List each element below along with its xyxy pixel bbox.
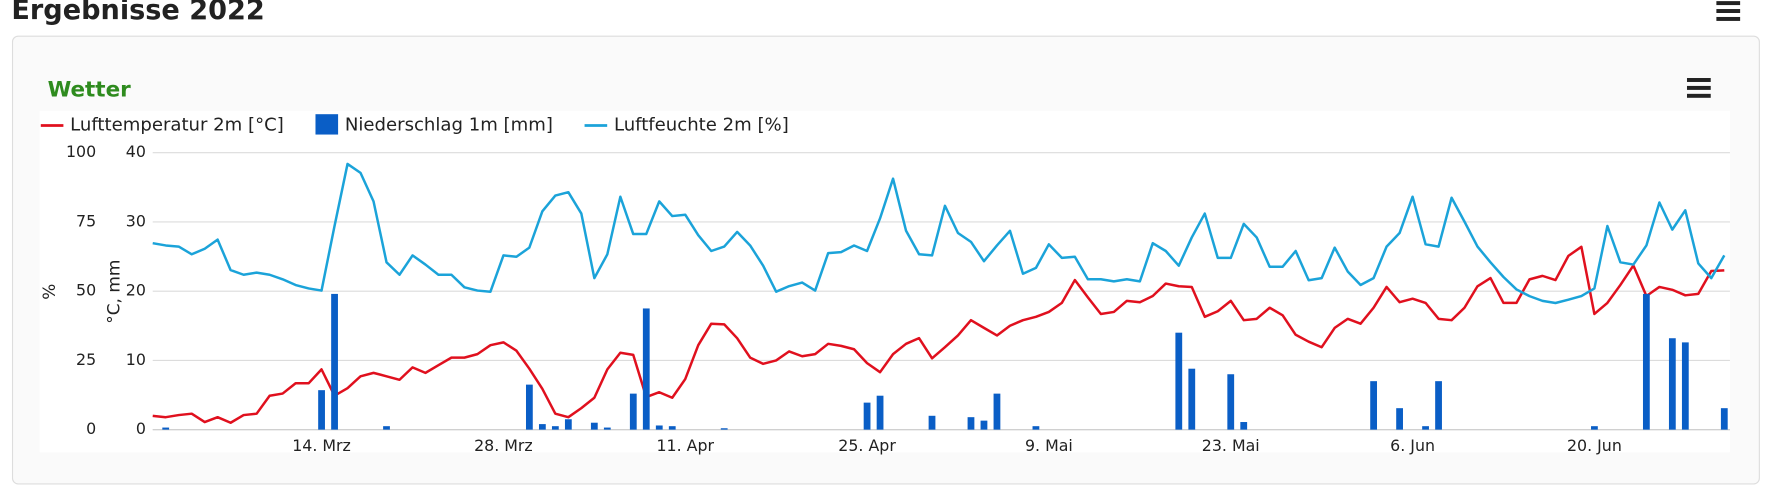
bar [1642, 293, 1650, 430]
bar [1435, 381, 1442, 430]
bar [655, 425, 663, 430]
bar [538, 424, 546, 430]
y2-axis-label: % [39, 284, 59, 300]
bar [1032, 426, 1040, 430]
y2-tick-label: 0 [86, 419, 96, 438]
y2-tick-label: 100 [66, 142, 96, 161]
bar [642, 308, 650, 430]
y-tick-label: 30 [126, 211, 146, 230]
y2-tick-label: 50 [76, 281, 96, 300]
bar [980, 420, 988, 430]
bar [668, 426, 676, 430]
legend-label[interactable]: Niederschlag 1m [mm] [345, 115, 553, 136]
bar [928, 415, 936, 430]
y-tick-label: 40 [126, 142, 146, 161]
bar [603, 427, 611, 430]
bar [1720, 408, 1728, 430]
bar [331, 293, 338, 430]
line [152, 162, 1726, 305]
y-axis-label: °C, mm [103, 260, 123, 324]
legend-label[interactable]: Luftfeuchte 2m [%] [614, 115, 789, 136]
bar-series [162, 293, 1728, 430]
bar [525, 384, 533, 430]
bar [564, 419, 572, 430]
y2-tick-label: 75 [76, 211, 96, 230]
x-tick-label: 11. Apr [656, 436, 714, 455]
y-tick-label: 0 [136, 419, 146, 438]
y-tick-label: 10 [126, 350, 146, 369]
bar [1396, 408, 1403, 430]
bar [1668, 338, 1676, 430]
chart-title: Wetter [48, 77, 132, 102]
x-tick-label: 23. Mai [1202, 436, 1260, 455]
legend-label[interactable]: Lufttemperatur 2m [°C] [70, 115, 284, 136]
bar [629, 393, 637, 430]
bar [590, 422, 598, 430]
x-tick-label: 28. Mrz [474, 436, 533, 455]
bar [551, 426, 559, 430]
bar [876, 395, 884, 430]
bar [720, 428, 728, 430]
bar [1681, 342, 1689, 430]
bar [1240, 422, 1248, 430]
x-tick-label: 6. Jun [1390, 436, 1435, 455]
page-title: Ergebnisse 2022 [11, 0, 264, 26]
bar [1227, 374, 1235, 430]
x-tick-label: 9. Mai [1025, 436, 1073, 455]
menu-icon[interactable] [1716, 1, 1741, 21]
y-tick-label: 20 [126, 281, 146, 300]
chart-menu-icon[interactable] [1686, 78, 1711, 98]
bar [1422, 426, 1429, 430]
x-tick-label: 14. Mrz [292, 436, 351, 455]
y2-tick-label: 25 [76, 350, 96, 369]
plot-background [39, 110, 1730, 453]
bar [1591, 426, 1598, 430]
bar [1370, 381, 1378, 430]
legend-symbol [315, 114, 339, 135]
bar [1188, 368, 1196, 430]
bar [162, 427, 170, 430]
x-tick-label: 20. Jun [1567, 436, 1622, 455]
line [152, 245, 1725, 424]
bar [993, 393, 1001, 430]
bar [318, 390, 325, 430]
bar [383, 426, 390, 430]
bar [863, 402, 871, 430]
bar [1175, 332, 1183, 430]
x-tick-label: 25. Apr [838, 436, 896, 455]
bar [967, 417, 975, 430]
